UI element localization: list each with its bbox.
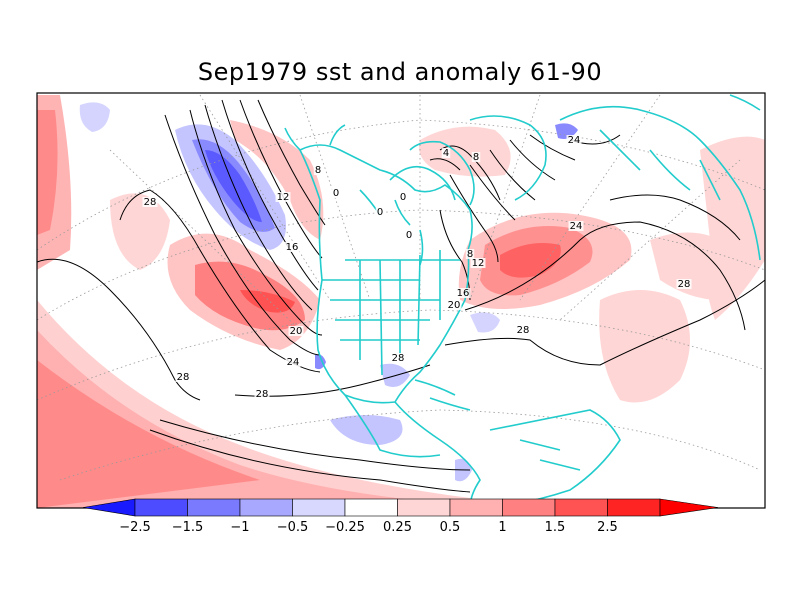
colorbar-box — [607, 498, 661, 517]
contour-label-bg — [676, 279, 692, 289]
colorbar-tick-label: −0.25 — [325, 520, 365, 535]
contour-label-bg — [288, 326, 304, 336]
colorbar-box — [554, 498, 608, 517]
colorbar-box — [134, 498, 188, 517]
colorbar-box — [344, 498, 398, 517]
contour-label: 28 — [144, 197, 157, 208]
contour-label-bg — [390, 353, 406, 363]
contour-label: 24 — [570, 221, 583, 232]
contour-label: 12 — [277, 192, 290, 203]
contour-label: 8 — [473, 152, 479, 163]
contour-label: 28 — [256, 389, 269, 400]
contour-label-bg — [142, 197, 158, 207]
colorbar-box — [292, 498, 346, 517]
contour-label: 0 — [333, 188, 339, 199]
contour-label-bg — [566, 135, 582, 145]
colorbar-tick-label: 1.5 — [545, 520, 566, 535]
colorbar-box — [502, 498, 556, 517]
contour-label: 16 — [286, 242, 299, 253]
colorbar-box — [449, 498, 503, 517]
colorbar-tick-label: 0.5 — [440, 520, 461, 535]
contour-label-bg — [313, 165, 323, 175]
contour-label: 20 — [448, 300, 461, 311]
colorbar-box — [187, 498, 241, 517]
contour-label-bg — [175, 372, 191, 382]
contour-label-bg — [285, 357, 301, 367]
contour-label: 28 — [678, 279, 691, 290]
colorbar-tick-label: −1.5 — [172, 520, 204, 535]
contour-label-bg — [375, 207, 385, 217]
contour-label-bg — [515, 325, 531, 335]
contour-label: 0 — [400, 192, 406, 203]
contour-label-bg — [465, 249, 475, 259]
contour-label-bg — [331, 188, 341, 198]
coastlines — [284, 94, 761, 508]
colorbar-tick-label: 1 — [498, 520, 506, 535]
sst-contours — [37, 99, 765, 493]
anomaly-shading — [37, 95, 765, 508]
contour-label-bg — [441, 148, 451, 158]
contour-label-bg — [446, 300, 462, 310]
contour-label-bg — [284, 242, 300, 252]
contour-label-bg — [404, 230, 414, 240]
contour-label: 0 — [377, 207, 383, 218]
colorbar-tick-label: −1 — [230, 520, 249, 535]
colorbar-arrow-high — [659, 498, 719, 517]
contour-label-bg — [254, 389, 270, 399]
contour-label-bg — [275, 192, 291, 202]
colorbar-box — [397, 498, 451, 517]
contour-label: 8 — [467, 249, 473, 260]
map-title: Sep1979 sst and anomaly 61-90 — [197, 58, 603, 86]
contour-label-bg — [470, 258, 486, 268]
contour-label: 4 — [443, 148, 449, 159]
colorbar: −2.5 −1.5 −1 −0.5 −0.25 0.25 0.5 1 1.5 2.5 — [82, 498, 719, 535]
contour-label: 24 — [287, 357, 300, 368]
colorbar-tick-label: −0.5 — [277, 520, 309, 535]
contour-label-bg — [398, 192, 408, 202]
colorbar-tick-label: 2.5 — [597, 520, 618, 535]
contour-label-bg — [568, 221, 584, 231]
colorbar-tick-label: −2.5 — [119, 520, 151, 535]
contour-label: 8 — [315, 165, 321, 176]
contour-label-bg — [455, 288, 471, 298]
contour-label: 12 — [472, 258, 485, 269]
contour-label-bg — [471, 152, 481, 162]
contour-label: 28 — [392, 353, 405, 364]
contour-label: 20 — [290, 326, 303, 337]
contour-label: 0 — [406, 230, 412, 241]
contour-label: 28 — [517, 325, 530, 336]
colorbar-box — [239, 498, 293, 517]
colorbar-tick-label: 0.25 — [383, 520, 412, 535]
contour-label: 28 — [177, 372, 190, 383]
contour-label: 16 — [457, 288, 470, 299]
contour-label: 24 — [568, 135, 581, 146]
